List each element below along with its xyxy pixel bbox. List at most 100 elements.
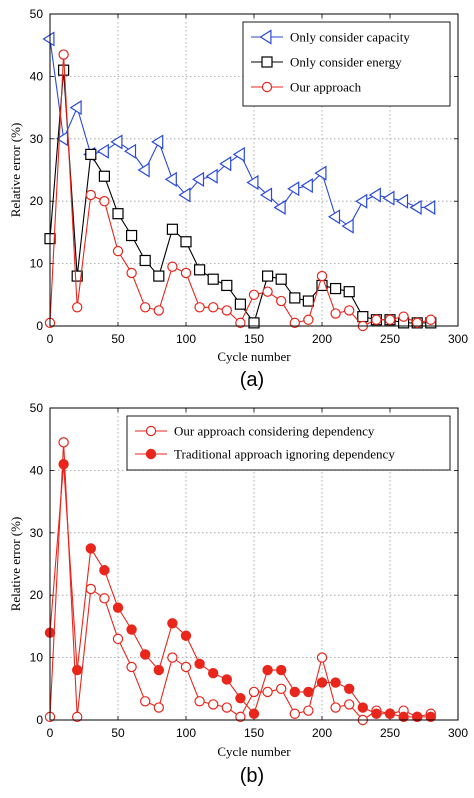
chart-panel-b: 0 50 100 150 200 250 300 0 10 20 30 40 50 Cycle numbe…: [8, 401, 468, 787]
x-axis-label: Cycle number: [217, 349, 291, 364]
data-point: [191, 171, 205, 187]
data-point: [207, 302, 219, 313]
legend-marker: [145, 425, 157, 437]
data-point: [289, 686, 300, 698]
data-point: [153, 702, 164, 713]
y-tick-label: 0: [36, 713, 43, 727]
x-tick-label: 150: [244, 332, 264, 346]
legend-box: [242, 21, 451, 107]
data-point: [153, 270, 165, 282]
data-point: [194, 302, 205, 313]
data-point: [153, 664, 164, 676]
data-point: [99, 195, 110, 207]
data-point: [126, 267, 137, 279]
data-point: [276, 683, 287, 695]
legend-label: Only consider energy: [290, 55, 402, 70]
data-point: [96, 143, 109, 159]
data-point: [207, 699, 219, 710]
data-point: [221, 702, 232, 713]
x-tick-label: 250: [380, 332, 400, 346]
data-point: [194, 696, 205, 707]
data-point: [219, 156, 232, 172]
data-point: [221, 279, 233, 292]
data-point: [276, 295, 287, 307]
data-point: [262, 286, 273, 297]
data-point: [398, 311, 409, 322]
data-point: [262, 270, 274, 282]
data-point: [344, 699, 355, 710]
data-point: [58, 458, 69, 470]
data-point: [110, 134, 123, 150]
x-tick-label: 300: [448, 332, 468, 346]
panel-caption: (a): [240, 369, 264, 391]
data-point: [234, 298, 246, 310]
data-point: [235, 317, 246, 329]
data-point: [139, 302, 151, 313]
data-point: [58, 49, 69, 60]
data-point: [330, 308, 341, 319]
legend-marker: [261, 56, 273, 68]
legend-marker: [259, 29, 272, 45]
data-point: [330, 677, 341, 688]
data-point: [85, 583, 97, 595]
x-tick-label: 50: [111, 332, 125, 346]
data-point: [194, 658, 205, 670]
data-point: [289, 708, 300, 719]
y-tick-label: 50: [30, 7, 44, 21]
data-point: [344, 305, 355, 316]
data-point: [303, 705, 314, 716]
data-point: [69, 100, 82, 116]
data-point: [371, 314, 382, 325]
data-point: [58, 437, 69, 448]
data-point: [180, 630, 192, 641]
data-point: [423, 199, 436, 216]
data-point: [382, 190, 395, 206]
data-point: [180, 236, 192, 248]
data-point: [330, 282, 342, 295]
axes-frame: [49, 407, 459, 721]
data-point: [300, 178, 313, 194]
y-tick-label: 20: [30, 588, 44, 602]
y-tick-label: 10: [30, 651, 44, 665]
data-point: [137, 162, 150, 178]
data-point: [207, 273, 219, 285]
y-tick-label: 30: [30, 132, 44, 146]
data-point: [112, 602, 124, 613]
data-point: [139, 254, 151, 267]
x-tick-label: 250: [380, 726, 400, 740]
data-point: [330, 702, 341, 713]
data-point: [180, 661, 192, 673]
data-point: [409, 199, 422, 216]
data-point: [344, 683, 355, 695]
x-tick-label: 150: [244, 726, 264, 740]
data-point: [276, 664, 287, 676]
data-point: [275, 273, 287, 285]
data-point: [395, 193, 409, 209]
data-point: [425, 314, 436, 325]
data-point: [112, 633, 124, 645]
data-point: [167, 652, 178, 663]
data-point: [71, 664, 83, 676]
y-tick-label: 20: [30, 194, 44, 208]
data-point: [205, 168, 218, 184]
data-point: [221, 674, 232, 685]
legend-box: [126, 415, 451, 471]
data-point: [207, 668, 219, 679]
panel-caption: (b): [240, 765, 264, 787]
data-point: [232, 146, 245, 162]
data-point: [341, 218, 354, 234]
data-point: [343, 286, 355, 298]
data-point: [248, 686, 260, 698]
x-tick-label: 50: [111, 726, 125, 740]
chart-panel-a: 0 50 100 150 200 250 300 0 10 20 30 40 50 Cycle numbe…: [8, 7, 468, 391]
legend: Only consider capacity Only consider ener…: [242, 21, 451, 107]
data-point: [71, 711, 83, 723]
data-point: [85, 189, 97, 201]
y-tick-label: 50: [30, 401, 44, 415]
y-tick-label: 40: [30, 463, 44, 477]
data-point: [153, 305, 164, 316]
data-point: [273, 199, 286, 216]
series-2: [44, 49, 436, 332]
x-tick-label: 200: [312, 726, 332, 740]
